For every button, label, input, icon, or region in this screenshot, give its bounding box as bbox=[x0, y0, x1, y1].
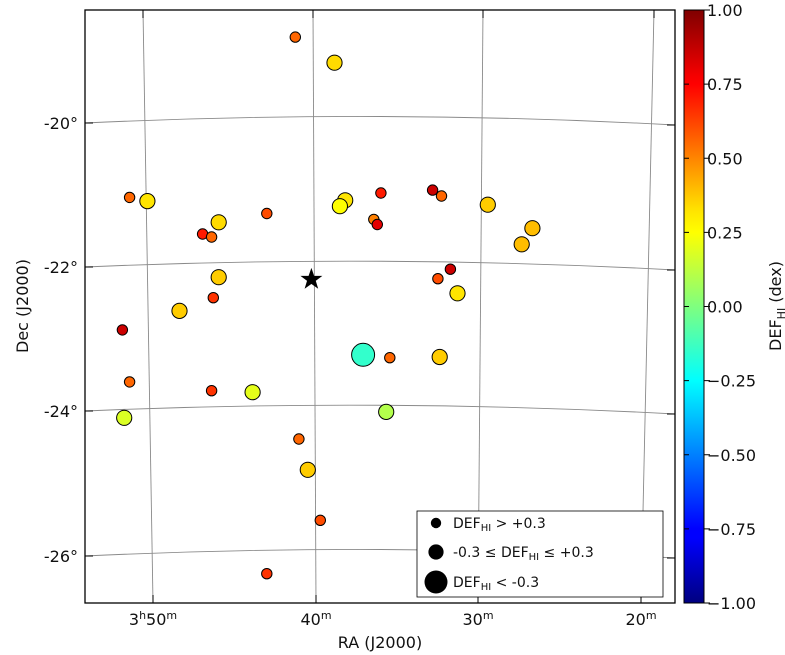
data-point bbox=[116, 324, 129, 336]
legend-marker bbox=[430, 517, 442, 529]
data-point bbox=[210, 269, 227, 286]
data-point bbox=[244, 384, 261, 401]
data-point bbox=[479, 196, 496, 213]
colorbar-tick-label: 0.25 bbox=[707, 223, 743, 242]
data-point bbox=[371, 218, 383, 231]
data-point bbox=[207, 292, 220, 304]
data-point bbox=[449, 285, 466, 302]
y-axis-ticks bbox=[85, 122, 675, 559]
data-point bbox=[123, 376, 136, 388]
star-marker bbox=[300, 267, 323, 289]
grid-line-ra-40m bbox=[312, 10, 317, 603]
y-axis-label: Dec (J2000) bbox=[13, 259, 32, 353]
colorbar-tick-label: −0.75 bbox=[707, 520, 756, 539]
data-point bbox=[293, 433, 305, 445]
colorbar-tick-label: 0.00 bbox=[707, 298, 743, 317]
x-axis-ticks bbox=[142, 10, 655, 603]
data-point bbox=[444, 263, 457, 275]
data-point bbox=[210, 214, 227, 231]
data-point bbox=[513, 236, 530, 253]
data-point bbox=[435, 190, 448, 202]
grid-line-dec-20 bbox=[85, 116, 675, 126]
data-point bbox=[331, 198, 348, 215]
data-point bbox=[299, 461, 316, 478]
grid-line-ra-30m bbox=[477, 10, 484, 603]
data-point bbox=[524, 220, 541, 237]
data-point bbox=[351, 342, 376, 367]
data-point bbox=[123, 191, 136, 204]
grid-line-dec-22 bbox=[85, 260, 675, 271]
y-tick-labels: -20° -22° -24° -26° bbox=[44, 114, 78, 566]
grid-line-ra-3h50m bbox=[142, 10, 154, 603]
grid-line-dec-24 bbox=[85, 404, 675, 415]
data-point bbox=[51, 215, 61, 225]
data-point bbox=[384, 352, 396, 364]
data-point bbox=[261, 568, 273, 580]
colorbar: 1.00 0.75 0.50 0.25 0.00 −0.25 −0.50 −0.75 −1.00… bbox=[683, 1, 785, 613]
y-tick-label: -26° bbox=[44, 547, 78, 566]
x-tick-label: 3h50m bbox=[129, 609, 177, 629]
colorbar-tick-label: −0.25 bbox=[707, 372, 756, 391]
colorbar-tick-label: −0.50 bbox=[707, 446, 756, 465]
data-point bbox=[426, 184, 439, 196]
colorbar-tick-label: 1.00 bbox=[707, 1, 743, 20]
y-tick-label: -24° bbox=[44, 402, 78, 421]
legend-box bbox=[416, 510, 664, 598]
colorbar-label: DEFHI (dex) bbox=[766, 261, 785, 351]
plot-frame bbox=[84, 9, 676, 604]
legend-marker bbox=[428, 544, 444, 560]
data-point bbox=[326, 54, 343, 71]
colorbar-tick-label: 0.75 bbox=[707, 75, 743, 94]
data-points bbox=[51, 31, 541, 580]
grid-line-ra-20m bbox=[640, 10, 655, 603]
data-point bbox=[314, 514, 326, 526]
x-tick-label: 40m bbox=[300, 609, 331, 629]
legend: DEFHI > +0.3 -0.3 ≤ DEFHI ≤ +0.3 DEFHI < -… bbox=[416, 510, 664, 598]
data-point bbox=[432, 273, 444, 285]
data-point bbox=[205, 385, 218, 397]
legend-label: DEFHI < -0.3 bbox=[453, 575, 539, 593]
x-tick-label: 30m bbox=[462, 609, 493, 629]
data-point bbox=[205, 231, 218, 243]
x-axis-label: RA (J2000) bbox=[338, 633, 422, 652]
data-point bbox=[289, 31, 301, 43]
data-point bbox=[261, 207, 273, 220]
colorbar-tick-label: 0.50 bbox=[707, 149, 743, 168]
x-tick-labels: 3h50m 40m 30m 20m bbox=[129, 609, 657, 629]
x-tick-label: 20m bbox=[625, 609, 656, 629]
legend-label: -0.3 ≤ DEFHI ≤ +0.3 bbox=[453, 545, 594, 563]
data-point bbox=[116, 409, 133, 426]
data-point bbox=[378, 403, 395, 420]
data-point bbox=[431, 348, 448, 366]
y-tick-label: -22° bbox=[44, 258, 78, 277]
data-point bbox=[171, 302, 188, 319]
data-point bbox=[375, 187, 387, 199]
legend-label: DEFHI > +0.3 bbox=[453, 516, 546, 534]
data-point bbox=[139, 193, 156, 210]
legend-marker bbox=[424, 570, 448, 594]
grid-lines bbox=[85, 10, 675, 603]
y-tick-label: -20° bbox=[44, 114, 78, 133]
colorbar-tick-label: −1.00 bbox=[707, 594, 756, 613]
cluster-center-marker bbox=[300, 267, 323, 289]
